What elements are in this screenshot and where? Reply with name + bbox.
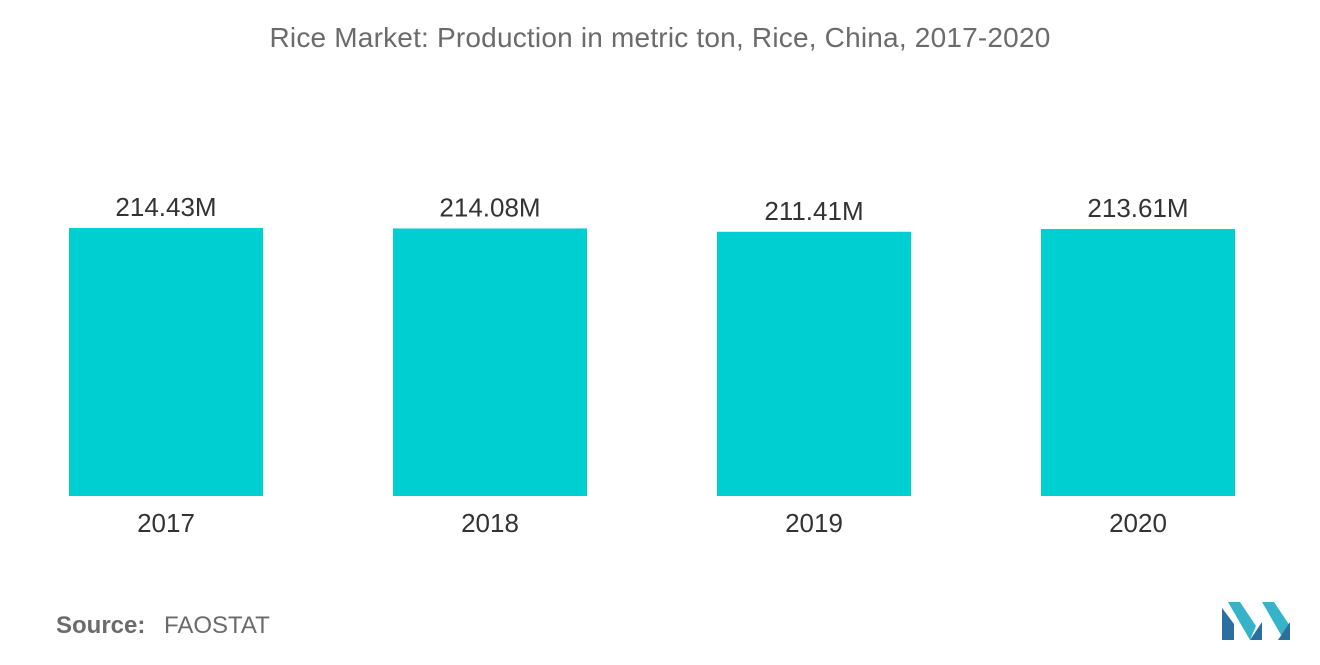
x-tick-label-2019: 2019: [785, 508, 843, 538]
value-label-2019: 211.41M: [764, 196, 863, 226]
source-note: Source: FAOSTAT: [56, 612, 270, 640]
bar-2019: [717, 231, 911, 496]
x-tick-label-2018: 2018: [461, 508, 519, 538]
bar-2017: [69, 228, 263, 496]
value-label-2018: 214.08M: [439, 192, 540, 222]
value-label-2020: 213.61M: [1087, 193, 1188, 223]
bar-2018: [393, 228, 587, 496]
value-label-2017: 214.43M: [115, 192, 216, 222]
x-tick-label-2017: 2017: [137, 508, 195, 538]
source-label: Source:: [56, 612, 146, 639]
x-tick-label-2020: 2020: [1109, 508, 1167, 538]
bar-2020: [1041, 229, 1235, 497]
mordor-intelligence-logo-icon: [1222, 602, 1290, 640]
chart-title: Rice Market: Production in metric ton, R…: [269, 22, 1051, 53]
source-value: FAOSTAT: [164, 612, 270, 639]
